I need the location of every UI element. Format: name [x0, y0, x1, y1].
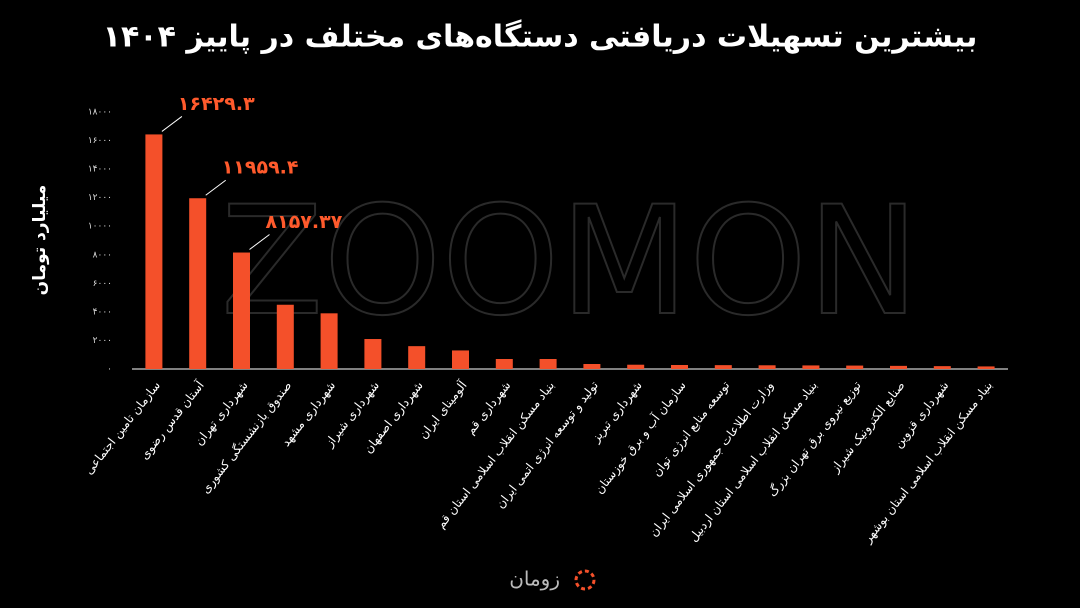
bar [495, 359, 513, 369]
y-tick-label: ۱۲۰۰۰ [88, 193, 112, 203]
chart-title: بیشترین تسهیلات دریافتی دستگاه‌های مختلف… [103, 19, 978, 55]
bar [846, 365, 864, 369]
bar [714, 365, 732, 369]
y-tick-label: ۸۰۰۰ [93, 250, 112, 260]
y-tick-label: ۱۶۰۰۰ [88, 136, 112, 146]
bar [977, 366, 995, 369]
y-tick-label: ۱۸۰۰۰ [88, 108, 112, 118]
y-tick-label: ۰ [107, 365, 112, 375]
label-leader [249, 234, 270, 250]
bar [408, 346, 426, 369]
label-leader [161, 116, 183, 132]
bar [189, 198, 207, 369]
bar [933, 366, 951, 369]
logo-icon [574, 569, 596, 591]
y-axis-label: میلیارد تومان [30, 185, 50, 296]
bar [583, 364, 601, 369]
bar [539, 359, 557, 369]
bar [452, 350, 469, 369]
label-leader [205, 179, 226, 196]
bar [320, 313, 338, 369]
bar [802, 365, 820, 369]
y-tick-label: ۱۴۰۰۰ [88, 165, 112, 175]
y-tick-label: ۱۰۰۰۰ [88, 222, 112, 232]
logo-text: زومان [509, 567, 560, 591]
value-label: ۱۶۴۲۹.۳ [178, 93, 255, 115]
logo: زومان [509, 567, 596, 591]
bar [671, 365, 688, 369]
x-tick-label: سازمان تامین اجتماعی [82, 378, 164, 477]
value-label: ۸۱۵۷.۳۷ [266, 211, 343, 233]
bar [276, 304, 294, 369]
bar [233, 252, 250, 369]
bar [758, 365, 776, 369]
y-tick-label: ۲۰۰۰ [93, 336, 112, 346]
bar [627, 364, 645, 369]
y-tick-label: ۶۰۰۰ [93, 279, 112, 289]
value-label: ۱۱۹۵۹.۴ [222, 157, 299, 179]
bar [890, 365, 907, 369]
y-tick-label: ۴۰۰۰ [93, 307, 112, 317]
bar [364, 339, 382, 369]
x-tick-label: صنایع الکترونیک شیراز [827, 378, 908, 476]
bar [145, 134, 163, 369]
x-tick-label: توسعه منابع انرژی توان [649, 378, 733, 479]
